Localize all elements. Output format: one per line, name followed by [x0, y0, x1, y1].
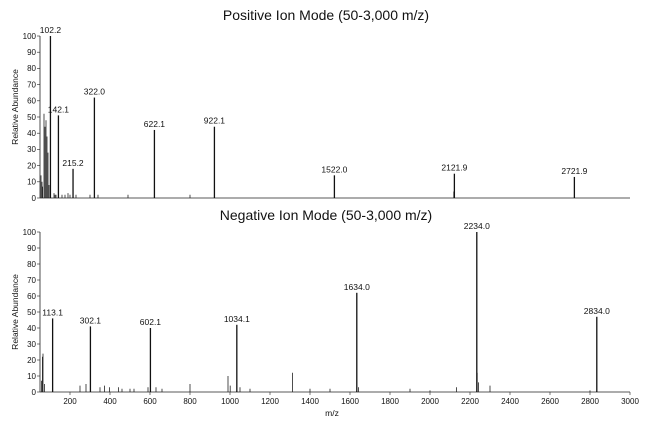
- negative-y-tick-label: 30: [27, 340, 36, 349]
- positive-ion-panel: Positive Ion Mode (50-3,000 m/z) Relativ…: [10, 7, 630, 203]
- negative-x-tick-label: 1200: [261, 397, 279, 406]
- negative-peak-label: 2234.0: [464, 221, 490, 231]
- positive-y-tick-label: 0: [32, 194, 37, 203]
- positive-peak-label: 622.1: [144, 119, 166, 129]
- negative-y-tick-label: 20: [27, 356, 36, 365]
- negative-x-tick-label: 3000: [621, 397, 639, 406]
- negative-y-tick-label: 100: [23, 228, 37, 237]
- negative-ion-ylabel: Relative Abundance: [10, 274, 20, 350]
- negative-x-tick-label: 800: [183, 397, 197, 406]
- negative-y-tick-label: 80: [27, 260, 36, 269]
- positive-peak-label: 922.1: [204, 116, 226, 126]
- positive-y-tick-label: 30: [27, 145, 36, 154]
- positive-peak-label: 2121.9: [441, 163, 467, 173]
- negative-ion-xlabel: m/z: [325, 408, 339, 418]
- positive-y-tick-label: 80: [27, 64, 36, 73]
- negative-peak-label: 1634.0: [344, 282, 370, 292]
- positive-y-tick-label: 90: [27, 48, 36, 57]
- positive-peak-label: 2721.9: [561, 166, 587, 176]
- positive-y-tick-label: 100: [23, 32, 37, 41]
- positive-peak-label: 1522.0: [321, 164, 347, 174]
- positive-ion-ylabel: Relative Abundance: [10, 69, 20, 145]
- negative-peak-label: 2834.0: [584, 306, 610, 316]
- negative-peak-label: 1034.1: [224, 314, 250, 324]
- negative-ion-panel: Negative Ion Mode (50-3,000 m/z) Relativ…: [10, 207, 639, 418]
- negative-peak-label: 113.1: [42, 307, 63, 317]
- positive-y-tick-label: 10: [27, 178, 36, 187]
- positive-peak-label: 102.2: [40, 25, 62, 35]
- positive-peak-label: 215.2: [62, 158, 84, 168]
- negative-x-tick-label: 200: [63, 397, 77, 406]
- positive-y-tick-label: 70: [27, 80, 36, 89]
- negative-x-tick-label: 1600: [341, 397, 359, 406]
- positive-y-tick-label: 60: [27, 97, 36, 106]
- negative-x-tick-label: 2400: [501, 397, 519, 406]
- negative-x-tick-label: 600: [143, 397, 157, 406]
- negative-x-tick-label: 1000: [221, 397, 239, 406]
- negative-x-tick-label: 1800: [381, 397, 399, 406]
- positive-y-tick-label: 20: [27, 161, 36, 170]
- positive-y-tick-label: 50: [27, 113, 36, 122]
- negative-y-tick-label: 90: [27, 244, 36, 253]
- negative-y-tick-label: 0: [32, 388, 37, 397]
- negative-x-tick-label: 1400: [301, 397, 319, 406]
- negative-x-tick-label: 2200: [461, 397, 479, 406]
- negative-x-tick-label: 2600: [541, 397, 559, 406]
- negative-peak-label: 302.1: [80, 315, 102, 325]
- negative-y-tick-label: 60: [27, 292, 36, 301]
- negative-x-tick-label: 2000: [421, 397, 439, 406]
- negative-x-tick-label: 400: [103, 397, 117, 406]
- positive-peak-label: 322.0: [84, 87, 106, 97]
- negative-y-tick-label: 40: [27, 324, 36, 333]
- positive-y-tick-label: 40: [27, 129, 36, 138]
- negative-y-tick-label: 70: [27, 276, 36, 285]
- positive-ion-title: Positive Ion Mode (50-3,000 m/z): [223, 7, 429, 23]
- negative-y-tick-label: 50: [27, 308, 36, 317]
- negative-x-tick-label: 2800: [581, 397, 599, 406]
- negative-peak-label: 602.1: [140, 317, 162, 327]
- positive-peak-label: 142.1: [48, 104, 70, 114]
- negative-y-tick-label: 10: [27, 372, 36, 381]
- negative-ion-title: Negative Ion Mode (50-3,000 m/z): [220, 207, 432, 223]
